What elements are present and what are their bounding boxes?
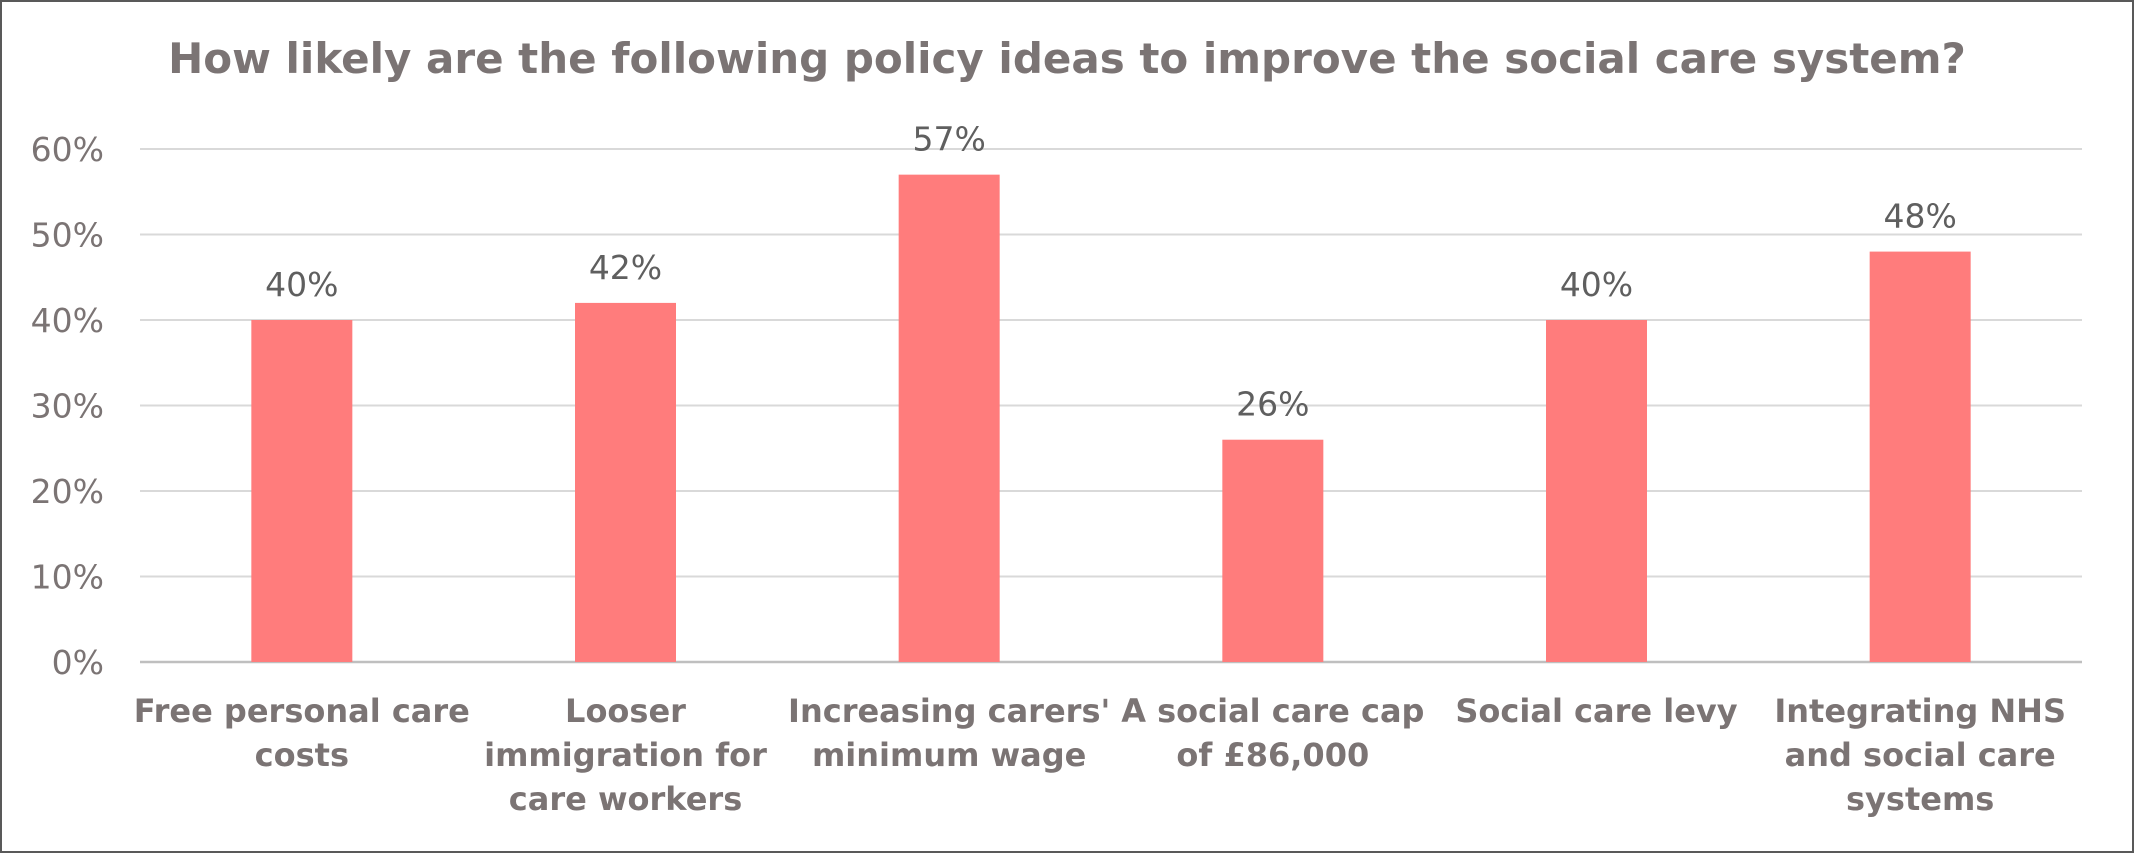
y-tick-label: 50% bbox=[31, 216, 104, 255]
category-label: A social care cap bbox=[1121, 692, 1424, 730]
y-tick-label: 60% bbox=[31, 130, 104, 169]
category-label: Looser bbox=[565, 692, 686, 730]
category-label: Free personal care bbox=[134, 692, 470, 730]
bar bbox=[1869, 251, 1971, 662]
y-tick-label: 20% bbox=[31, 472, 104, 511]
data-label: 40% bbox=[265, 265, 338, 304]
category-label: costs bbox=[255, 736, 349, 774]
category-label: care workers bbox=[509, 780, 742, 818]
y-tick-label: 30% bbox=[31, 387, 104, 426]
data-label: 40% bbox=[1560, 265, 1633, 304]
data-label: 48% bbox=[1883, 197, 1956, 236]
category-label: immigration for bbox=[484, 736, 767, 774]
category-label: systems bbox=[1846, 780, 1994, 818]
bar bbox=[898, 174, 1000, 662]
y-tick-label: 0% bbox=[52, 643, 104, 682]
bar bbox=[575, 302, 676, 662]
category-label: of £86,000 bbox=[1176, 736, 1369, 774]
y-tick-label: 10% bbox=[31, 558, 104, 597]
bar bbox=[1546, 320, 1647, 662]
category-label: Social care levy bbox=[1455, 692, 1737, 730]
y-tick-label: 40% bbox=[31, 301, 104, 340]
data-label: 57% bbox=[912, 120, 985, 159]
bar bbox=[1222, 439, 1324, 662]
category-label: Increasing carers' bbox=[788, 692, 1110, 730]
data-label: 42% bbox=[589, 248, 662, 287]
chart-title: How likely are the following policy idea… bbox=[168, 34, 1966, 83]
category-label: Integrating NHS bbox=[1774, 692, 2066, 730]
data-label: 26% bbox=[1236, 385, 1309, 424]
category-label: and social care bbox=[1785, 736, 2056, 774]
category-label: minimum wage bbox=[812, 736, 1086, 774]
bar bbox=[251, 320, 353, 662]
